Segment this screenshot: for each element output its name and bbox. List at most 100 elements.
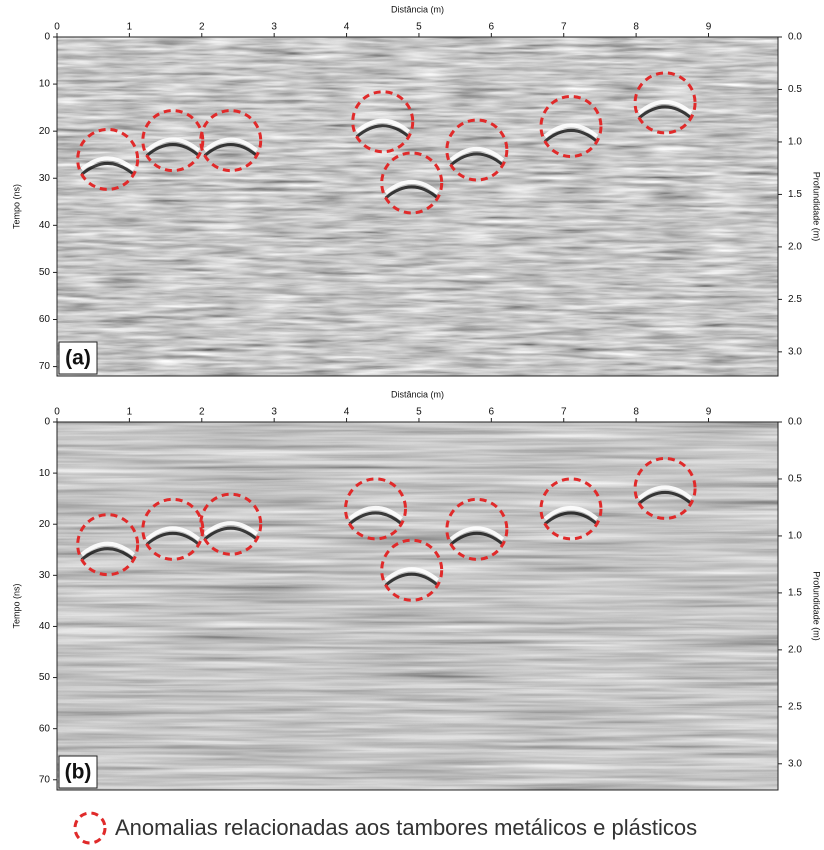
x-tick-label: 3 xyxy=(271,22,277,33)
reflection xyxy=(80,156,135,171)
reflection xyxy=(80,161,135,176)
y2-tick-label: 2.5 xyxy=(788,294,802,305)
reflection xyxy=(449,531,504,546)
radargram xyxy=(57,422,778,790)
x-tick-label: 9 xyxy=(706,22,712,33)
x-tick-label: 7 xyxy=(561,22,567,33)
legend-marker xyxy=(73,811,107,845)
y-tick-label: 20 xyxy=(39,126,51,137)
reflection xyxy=(348,511,403,526)
x-tick-label: 0 xyxy=(54,407,60,418)
reflection xyxy=(348,505,403,521)
anomaly-marker xyxy=(76,513,140,577)
x-tick-label: 6 xyxy=(489,407,495,418)
x-tick-label: 4 xyxy=(344,407,350,418)
reflection xyxy=(145,143,200,157)
y2-axis-label: Profundidade (m) xyxy=(812,172,822,242)
y2-tick-label: 2.0 xyxy=(788,645,802,656)
reflection xyxy=(145,526,201,541)
y-tick-label: 30 xyxy=(39,570,51,581)
panel-label-box xyxy=(58,341,98,375)
plot-frame xyxy=(56,421,779,791)
y-tick-label: 10 xyxy=(39,468,51,479)
anomaly-marker xyxy=(141,497,205,561)
legend-label: Anomalias relacionadas aos tambores metá… xyxy=(115,815,697,840)
reflection xyxy=(384,179,440,195)
reflection xyxy=(638,490,693,505)
y-tick-label: 0 xyxy=(44,417,50,428)
y-tick-label: 50 xyxy=(39,672,51,683)
x-tick-label: 3 xyxy=(271,407,277,418)
y-tick-label: 20 xyxy=(39,519,51,530)
y-tick-label: 60 xyxy=(39,314,51,325)
anomaly-marker xyxy=(380,151,444,215)
reflection xyxy=(203,137,259,153)
y-tick-label: 60 xyxy=(39,723,51,734)
radargram xyxy=(57,37,778,376)
reflection xyxy=(449,147,505,162)
reflection xyxy=(637,485,693,501)
anomaly-marker xyxy=(380,538,444,602)
anomaly-marker xyxy=(633,71,697,135)
y-tick-label: 40 xyxy=(39,220,51,231)
y-tick-label: 70 xyxy=(39,774,51,785)
anomaly-marker xyxy=(199,492,263,556)
reflection xyxy=(637,99,693,115)
x-tick-label: 1 xyxy=(127,22,133,33)
x-tick-label: 6 xyxy=(489,22,495,33)
x-axis-label: Distância (m) xyxy=(391,4,444,14)
y-axis-label: Tempo (ns) xyxy=(11,583,21,628)
y-tick-label: 50 xyxy=(39,267,51,278)
reflection xyxy=(203,143,258,157)
anomaly-marker xyxy=(76,127,140,191)
y2-tick-label: 1.0 xyxy=(788,531,802,542)
y2-axis-label: Profundidade (m) xyxy=(812,571,822,641)
reflection xyxy=(543,128,598,143)
y2-tick-label: 0.0 xyxy=(788,32,802,43)
x-tick-label: 7 xyxy=(561,407,567,418)
x-tick-label: 8 xyxy=(633,22,639,33)
x-tick-label: 0 xyxy=(54,22,60,33)
y2-tick-label: 3.0 xyxy=(788,347,802,358)
anomaly-marker xyxy=(445,118,509,182)
x-tick-label: 1 xyxy=(127,407,133,418)
reflection xyxy=(543,123,599,139)
reflection xyxy=(203,526,258,541)
reflection xyxy=(543,505,599,521)
reflection xyxy=(80,541,135,557)
x-tick-label: 5 xyxy=(416,407,422,418)
y-axis-label: Tempo (ns) xyxy=(11,184,21,229)
x-tick-label: 2 xyxy=(199,22,205,33)
panel-label: (a) xyxy=(65,347,91,370)
anomaly-marker xyxy=(141,109,205,173)
x-axis-label: Distância (m) xyxy=(391,389,444,399)
y2-tick-label: 0.0 xyxy=(788,417,802,428)
y2-tick-label: 3.0 xyxy=(788,758,802,769)
y2-tick-label: 1.5 xyxy=(788,588,802,599)
panel-label: (b) xyxy=(65,761,92,784)
reflection xyxy=(80,547,135,561)
reflection xyxy=(355,124,410,138)
reflection xyxy=(449,152,504,167)
y2-tick-label: 0.5 xyxy=(788,474,802,485)
reflection xyxy=(203,521,259,536)
anomaly-marker xyxy=(351,90,415,154)
x-tick-label: 4 xyxy=(344,22,350,33)
x-tick-label: 5 xyxy=(416,22,422,33)
y-tick-label: 0 xyxy=(44,32,50,43)
y-tick-label: 70 xyxy=(39,361,51,372)
x-tick-label: 2 xyxy=(199,407,205,418)
reflection xyxy=(638,105,693,120)
y2-tick-label: 1.0 xyxy=(788,137,802,148)
anomaly-marker xyxy=(445,497,509,561)
reflection xyxy=(145,531,200,546)
y2-tick-label: 2.5 xyxy=(788,701,802,712)
panel-label-box xyxy=(58,755,98,789)
reflection xyxy=(384,567,440,582)
plot-frame xyxy=(56,36,779,377)
anomaly-marker xyxy=(199,109,263,173)
reflection xyxy=(449,526,505,541)
x-tick-label: 8 xyxy=(633,407,639,418)
y2-tick-label: 0.5 xyxy=(788,84,802,95)
